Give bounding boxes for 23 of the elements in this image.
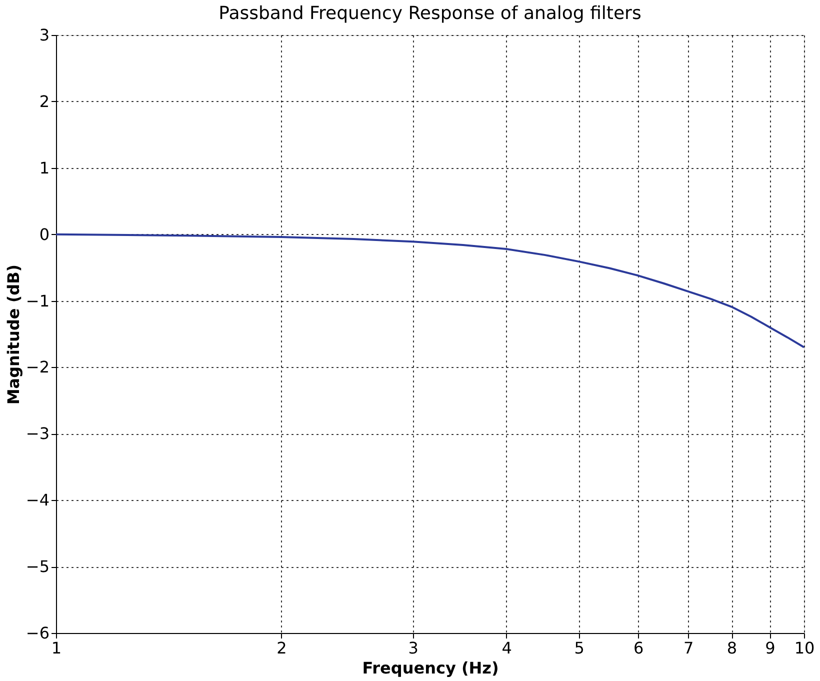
x-tick-label: 2: [276, 638, 287, 658]
x-tick-label: 1: [51, 638, 62, 658]
x-tick-label: 9: [765, 638, 776, 658]
x-tick-label: 10: [794, 638, 815, 658]
x-tick-label: 7: [684, 638, 694, 658]
y-tick-label: −6: [26, 624, 50, 642]
x-tick-label: 8: [726, 638, 738, 658]
x-tick-label: 6: [633, 638, 644, 658]
y-axis-title: Magnitude (dB): [4, 264, 23, 405]
y-tick-label: 1: [39, 158, 50, 178]
y-tick-label: 2: [39, 92, 50, 111]
y-tick-label: −5: [26, 557, 50, 576]
x-tick-label: 5: [574, 638, 584, 658]
x-tick-label: 4: [502, 638, 512, 658]
y-tick-label: −2: [26, 358, 50, 377]
x-axis-title: Frequency (Hz): [362, 658, 499, 678]
y-tick-label: −4: [26, 490, 50, 510]
y-tick-label: −3: [26, 424, 50, 444]
y-tick-label: 0: [39, 224, 50, 244]
y-tick-label: 3: [39, 26, 50, 44]
y-tick-label: −1: [26, 291, 50, 310]
chart-title: Passband Frequency Response of analog filters: [218, 3, 642, 24]
x-tick-label: 3: [408, 638, 418, 658]
